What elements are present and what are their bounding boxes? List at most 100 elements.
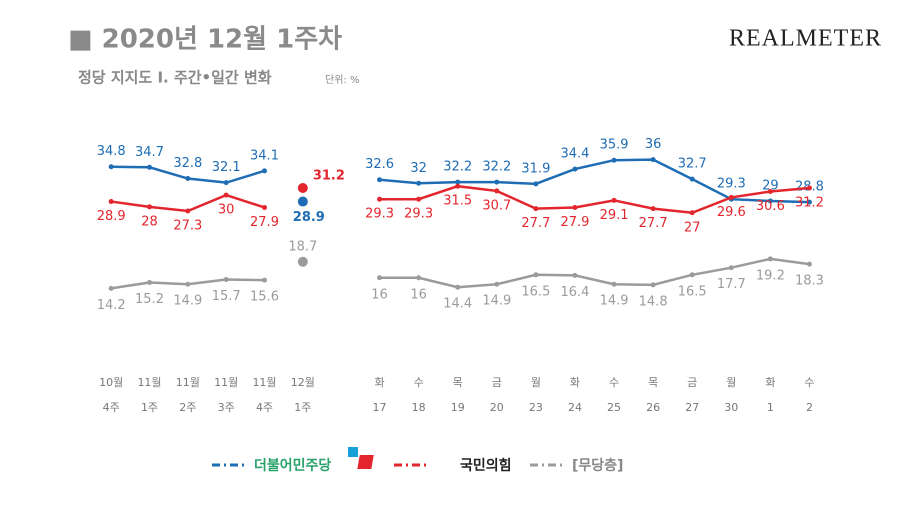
value-label: 15.2 <box>135 292 164 307</box>
point <box>297 256 308 267</box>
point <box>262 204 267 210</box>
x-tick-label: 12월 <box>291 376 315 389</box>
point <box>455 183 461 189</box>
x-tick-sublabel: 17 <box>373 401 387 414</box>
x-tick-label: 11월 <box>252 376 276 389</box>
point <box>262 277 267 283</box>
point <box>767 256 773 262</box>
point <box>533 181 539 187</box>
point <box>297 182 308 193</box>
point <box>223 277 229 283</box>
point <box>455 284 461 290</box>
value-label: 14.9 <box>173 294 202 309</box>
value-label: 27.7 <box>521 216 550 231</box>
x-tick-sublabel: 30 <box>724 401 738 414</box>
point <box>767 189 773 195</box>
value-label: 32.2 <box>482 160 511 175</box>
value-label: 27.9 <box>560 215 589 230</box>
point <box>416 275 422 281</box>
x-tick-sublabel: 2주 <box>179 401 196 414</box>
point <box>611 157 617 163</box>
value-label: 14.8 <box>639 294 668 309</box>
series-line <box>379 257 810 289</box>
series-line <box>379 184 810 215</box>
x-tick-sublabel: 3주 <box>218 401 235 414</box>
point <box>572 166 578 172</box>
value-label: 31.2 <box>795 195 824 210</box>
point <box>728 265 734 271</box>
x-tick-sublabel: 1 <box>767 401 774 414</box>
value-label: 31.5 <box>443 194 472 209</box>
point <box>689 176 695 182</box>
value-label: 32 <box>410 161 427 176</box>
x-tick-sublabel: 1주 <box>294 401 311 414</box>
point <box>494 179 500 185</box>
point <box>650 157 656 163</box>
value-label: 29.3 <box>717 177 746 192</box>
point <box>185 281 191 287</box>
legend-label: 국민의힘 <box>460 457 512 474</box>
unit: 단위: % <box>325 73 359 86</box>
point <box>377 177 383 183</box>
x-tick-label: 11월 <box>137 376 161 389</box>
value-label: 30 <box>218 203 235 218</box>
point <box>533 272 539 278</box>
x-tick-sublabel: 19 <box>451 401 465 414</box>
legend-icon <box>348 447 358 457</box>
point <box>108 164 114 170</box>
value-label: 15.7 <box>212 289 241 304</box>
point <box>147 164 152 170</box>
value-label: 29.3 <box>404 207 433 222</box>
x-tick-label: 수 <box>804 376 814 389</box>
x-tick-label: 10월 <box>99 376 123 389</box>
point <box>223 192 229 198</box>
legend-icon <box>357 455 374 469</box>
legend-item: 더불어민주당 <box>212 457 331 474</box>
subtitle: 정당 지지도 Ⅰ. 주간•일간 변화 <box>78 69 272 87</box>
x-tick-sublabel: 26 <box>646 401 660 414</box>
value-label: 32.7 <box>678 157 707 172</box>
x-tick-label: 11월 <box>214 376 238 389</box>
value-label: 30.7 <box>482 198 511 213</box>
x-tick-sublabel: 20 <box>490 401 504 414</box>
point <box>806 261 812 267</box>
value-label: 15.6 <box>250 290 279 305</box>
point <box>185 208 191 214</box>
x-tick-sublabel: 18 <box>412 401 426 414</box>
x-tick-sublabel: 4주 <box>256 401 273 414</box>
x-tick-label: 수 <box>414 376 424 389</box>
value-label: 29 <box>762 178 779 193</box>
legend-label: [무당층] <box>572 457 623 474</box>
value-label: 30.6 <box>756 199 785 214</box>
point <box>611 197 617 203</box>
value-label: 36 <box>645 137 662 152</box>
value-label: 14.9 <box>600 294 629 309</box>
value-label: 28.9 <box>97 209 126 224</box>
value-label: 16.5 <box>521 284 550 299</box>
legend-icons <box>348 447 374 469</box>
value-label: 27.3 <box>173 219 202 234</box>
value-label: 28.9 <box>293 210 325 225</box>
point <box>494 188 500 194</box>
point <box>611 281 617 287</box>
x-tick-sublabel: 24 <box>568 401 582 414</box>
point <box>533 206 539 212</box>
point <box>650 282 656 288</box>
legend-item: [무당층] <box>530 457 623 474</box>
title: ■ 2020년 12월 1주차 <box>68 25 342 55</box>
x-tick-sublabel: 4주 <box>103 401 120 414</box>
value-label: 31.9 <box>521 161 550 176</box>
point <box>494 281 500 287</box>
value-label: 29.1 <box>600 208 629 223</box>
value-label: 27.7 <box>639 216 668 231</box>
value-label: 14.9 <box>482 294 511 309</box>
point <box>147 279 152 285</box>
x-tick-sublabel: 1주 <box>141 401 158 414</box>
value-label: 34.7 <box>135 145 164 160</box>
x-tick-label: 금 <box>687 376 697 389</box>
point <box>689 272 695 278</box>
value-label: 32.8 <box>173 156 202 171</box>
value-label: 31.2 <box>313 168 345 183</box>
x-tick-label: 화 <box>765 376 775 389</box>
point <box>806 199 812 205</box>
